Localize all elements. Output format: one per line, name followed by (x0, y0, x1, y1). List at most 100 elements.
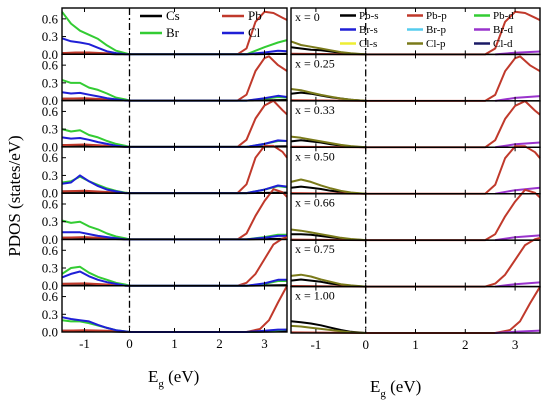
y-tick-label: 0.0 (42, 278, 58, 293)
y-tick-label: 0.3 (42, 29, 58, 44)
legend-label: Cl-d (493, 38, 513, 50)
y-tick-label: 0.6 (42, 243, 59, 258)
panel-composition-label: x = 0.25 (295, 56, 335, 70)
left-pdos-chart: 0.00.30.60.00.30.60.00.30.60.00.30.60.00… (42, 7, 288, 351)
right-x-axis-title-main: E (370, 377, 380, 396)
panel-1: x = 0.25 (290, 53, 541, 102)
y-tick-label: 0.6 (42, 11, 59, 26)
legend-item: Pb (222, 8, 262, 23)
left-x-axis-title-unit: (eV) (164, 367, 199, 386)
panel-3: x = 0.50 (290, 145, 541, 195)
legend-label: Cl-p (426, 38, 446, 50)
y-tick-label: 0.3 (42, 122, 58, 137)
right-x-axis-title-unit: (eV) (386, 377, 421, 396)
legend-label: Cs (166, 8, 180, 23)
legend-label: Pb-s (359, 10, 379, 22)
y-tick-label: 0.0 (42, 325, 58, 340)
legend-label: Br-s (359, 24, 378, 36)
panel-4: 0.0 0.3 0.6 (42, 188, 288, 247)
y-tick-label: 0.0 (42, 47, 58, 62)
panel-frame (61, 192, 288, 241)
series-cl-p-line (290, 88, 366, 102)
panel-2: x = 0.33 (290, 100, 541, 149)
series-pb-line (61, 55, 288, 102)
x-tick-label: 2 (462, 337, 469, 352)
series-cl-p-line (290, 324, 366, 334)
y-tick-label: 0.6 (42, 289, 59, 304)
series-pb-line (61, 188, 288, 241)
series-cl-p-line (290, 40, 366, 56)
x-tick-label: 1 (412, 337, 419, 352)
panel-composition-label: x = 0.50 (295, 149, 335, 163)
legend-item: Br-s (340, 24, 378, 36)
legend-label: Br-p (426, 24, 446, 36)
y-tick-label: 0.0 (42, 232, 58, 247)
legend-item: Pb-s (340, 10, 379, 22)
legend-label: Pb-p (426, 10, 447, 22)
y-tick-label: 0.6 (42, 150, 59, 165)
series-pb-line (61, 99, 288, 148)
left-x-axis-title: Eg (eV) (148, 367, 199, 390)
legend-label: Pb (248, 8, 262, 23)
y-axis-title: PDOS (states/eV) (5, 135, 24, 256)
y-tick-label: 0.6 (42, 58, 59, 73)
x-tick-label: 1 (171, 336, 178, 351)
legend-label: Cl-s (359, 38, 377, 50)
y-tick-label: 0.3 (42, 214, 58, 229)
x-tick-label: 3 (512, 337, 519, 352)
x-tick-label: -1 (310, 337, 321, 352)
left-x-axis-title-main: E (148, 367, 158, 386)
panel-composition-label: x = 0.66 (295, 196, 335, 210)
y-tick-label: 0.0 (42, 139, 58, 154)
legend-label: Br (166, 25, 180, 40)
y-tick-label: 0.0 (42, 93, 58, 108)
x-tick-label: 0 (362, 337, 369, 352)
legend-item: Br-p (407, 24, 446, 36)
legend-item: Br (140, 25, 180, 40)
y-tick-label: 0.6 (42, 197, 59, 212)
panel-3: 0.0 0.3 0.6 (42, 144, 288, 201)
panel-composition-label: x = 1.00 (295, 289, 335, 303)
x-tick-label: 2 (216, 336, 223, 351)
right-pdos-chart: x = 0 x = 0.25 x = 0.33 x = 0.50 x = 0.66 x =… (290, 7, 541, 352)
legend-item: Pb-p (407, 10, 447, 22)
legend-item: Cl-d (474, 38, 513, 50)
right-x-axis-title-sub: g (380, 388, 386, 400)
left-legend: Cs Pb Br Cl (140, 8, 262, 40)
legend-label: Br-d (493, 24, 513, 36)
legend-label: Pb-d (493, 10, 514, 22)
y-tick-label: 0.3 (42, 307, 58, 322)
legend-item: Cl-p (407, 38, 446, 50)
panel-composition-label: x = 0.33 (295, 103, 335, 117)
legend-item: Cs (140, 8, 180, 23)
y-tick-label: 0.3 (42, 168, 58, 183)
x-tick-label: 3 (261, 336, 268, 351)
left-x-axis-title-sub: g (158, 378, 164, 390)
legend-label: Cl (248, 25, 261, 40)
series-cl-p-line (290, 135, 366, 149)
series-pb-line (61, 236, 288, 287)
panel-frame (61, 146, 288, 194)
legend-item: Br-d (474, 24, 513, 36)
x-tick-label: 0 (126, 336, 133, 351)
y-tick-label: 0.6 (42, 104, 59, 119)
panel-5: x = 0.75 (290, 237, 541, 288)
panel-6: x = 1.00 (290, 285, 541, 334)
right-x-axis-title: Eg (eV) (370, 377, 421, 400)
y-tick-label: 0.0 (42, 186, 58, 201)
series-cl-p-line (290, 273, 366, 288)
x-tick-label: -1 (79, 336, 90, 351)
panel-6: 0.0 0.3 0.6 (42, 285, 288, 340)
panel-composition-label: x = 0 (295, 10, 320, 24)
legend-item: Cl-s (340, 38, 377, 50)
series-br-line (61, 11, 288, 56)
right-legend: Pb-s Pb-p Pb-d Br-s Br-p Br-d Cl-s Cl-p Cl-d (340, 10, 514, 50)
series-pb-line (61, 144, 288, 195)
series-cl-p-line (290, 228, 366, 242)
panel-composition-label: x = 0.75 (295, 242, 335, 256)
panel-5: 0.0 0.3 0.6 (42, 236, 288, 293)
series-cl-p-line (290, 178, 366, 195)
legend-item: Pb-d (474, 10, 514, 22)
y-tick-label: 0.3 (42, 261, 58, 276)
